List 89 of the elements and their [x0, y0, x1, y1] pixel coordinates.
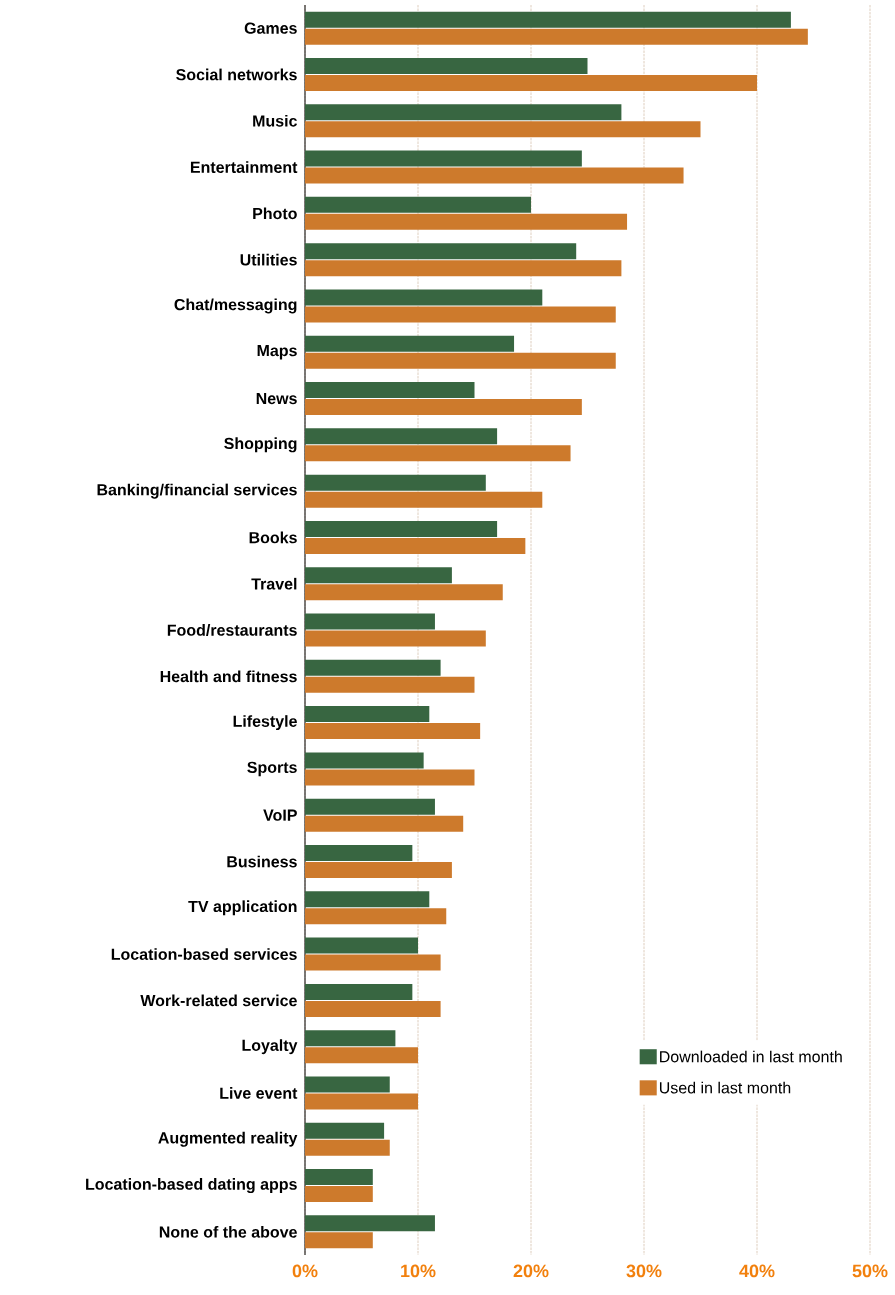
bar	[305, 1093, 418, 1110]
bar	[305, 104, 622, 121]
y-tick-label: Utilities	[240, 253, 297, 266]
legend-label: Used in last month	[659, 1081, 791, 1094]
y-tick-label: Maps	[257, 345, 297, 360]
bar	[305, 723, 481, 740]
y-tick-label: News	[256, 392, 297, 405]
bar	[305, 243, 577, 260]
y-tick-label: Food/restaurants	[167, 624, 297, 636]
bar	[305, 798, 435, 815]
bar	[305, 1030, 396, 1047]
x-tick-label: 0%	[292, 1264, 318, 1278]
bar	[305, 613, 435, 630]
y-tick-label: None of the above	[159, 1225, 297, 1238]
bar	[305, 382, 475, 399]
bar	[305, 11, 791, 28]
bar	[305, 445, 571, 462]
bar	[305, 1139, 390, 1156]
bar	[305, 769, 475, 786]
y-tick-label: Loyalty	[242, 1039, 298, 1055]
bar	[305, 1076, 390, 1093]
bar	[305, 352, 616, 369]
bar	[305, 196, 531, 213]
y-tick-label: Location-based services	[111, 948, 297, 960]
y-tick-label: Travel	[251, 577, 297, 590]
bar	[305, 659, 441, 676]
y-tick-label: Photo	[253, 207, 297, 220]
bar	[305, 213, 628, 230]
y-tick-label: Music	[253, 114, 297, 127]
y-tick-label: Games	[244, 22, 297, 34]
bar	[305, 1232, 373, 1249]
bar	[305, 474, 486, 491]
y-tick-label: VoIP	[263, 809, 297, 821]
x-tick-label: 30%	[626, 1264, 662, 1278]
y-tick-label: Books	[249, 531, 297, 544]
bar	[305, 908, 447, 925]
bar	[305, 983, 413, 1000]
bar	[305, 289, 543, 306]
bar	[305, 428, 498, 445]
x-tick-label: 10%	[401, 1264, 436, 1278]
bar	[305, 491, 543, 508]
bar	[305, 260, 622, 277]
y-tick-label: TV application	[188, 900, 297, 916]
bar	[305, 335, 515, 352]
bar	[305, 167, 684, 184]
bar	[305, 752, 424, 769]
bar	[305, 520, 498, 537]
bar	[305, 706, 430, 723]
bar	[305, 937, 418, 954]
y-tick-label: Augmented reality	[158, 1131, 298, 1147]
x-tick-label: 40%	[739, 1264, 775, 1278]
bar	[305, 630, 486, 647]
y-tick-label: Lifestyle	[233, 715, 297, 731]
y-tick-label: Sports	[247, 761, 297, 777]
y-tick-label: Business	[227, 855, 297, 868]
bar	[305, 1215, 435, 1232]
bar	[305, 815, 464, 832]
bar	[305, 121, 701, 138]
bar	[305, 676, 475, 693]
bar	[305, 862, 452, 878]
bar	[305, 567, 452, 584]
bar	[305, 150, 582, 167]
bar	[305, 399, 582, 416]
bar	[305, 306, 616, 323]
y-tick-label: Health and fitness	[160, 670, 297, 683]
bar	[305, 28, 808, 45]
bar	[305, 1186, 373, 1203]
y-tick-label: Banking/financial services	[97, 483, 297, 499]
legend-label: Downloaded in last month	[660, 1050, 842, 1063]
bar	[305, 57, 588, 74]
bar	[305, 1000, 441, 1017]
y-tick-label: Work-related service	[140, 994, 297, 1007]
bar	[305, 845, 413, 861]
bar	[305, 891, 430, 908]
bar	[305, 537, 526, 554]
x-tick-label: 50%	[852, 1264, 888, 1278]
bar	[305, 1122, 385, 1139]
x-tick-label: 20%	[513, 1264, 549, 1278]
bar	[305, 1047, 418, 1064]
bar	[305, 584, 503, 601]
bar	[305, 1169, 373, 1186]
y-tick-label: Shopping	[224, 437, 297, 453]
y-tick-label: Chat/messaging	[174, 298, 297, 314]
bar	[305, 954, 441, 971]
y-tick-label: Live event	[220, 1087, 298, 1099]
y-tick-label: Entertainment	[190, 161, 298, 173]
bar	[305, 74, 757, 91]
y-tick-label: Location-based dating apps	[86, 1178, 297, 1194]
y-tick-label: Social networks	[176, 68, 297, 81]
